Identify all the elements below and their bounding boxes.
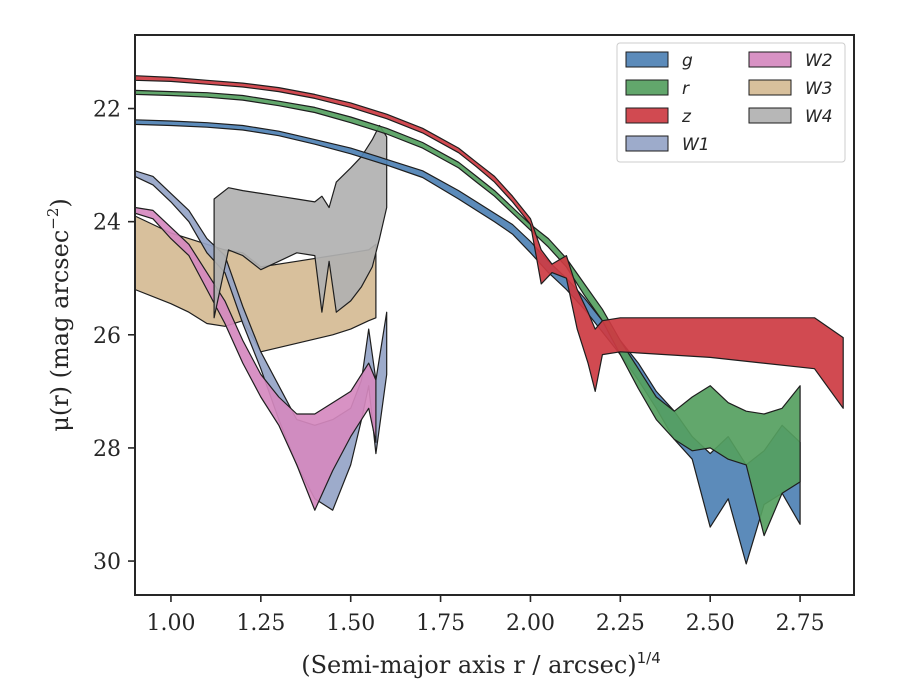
- series-areas: [135, 75, 844, 565]
- series-band-r: [135, 89, 801, 537]
- y-axis-label-close: ): [46, 198, 74, 207]
- plot-frame: [134, 34, 855, 596]
- y-axis: 22 24 26 28 30: [93, 98, 135, 575]
- series-band-g: [135, 119, 801, 565]
- legend: grz W1 W2 W3 W4: [616, 42, 846, 163]
- legend-swatch-w1: [625, 135, 669, 152]
- x-tick-label: 1.75: [416, 611, 465, 636]
- x-tick-label: 1.00: [146, 611, 195, 636]
- legend-swatch-w4: [748, 107, 792, 124]
- legend-label-w1: W1: [682, 135, 710, 155]
- legend-label-g: g: [682, 51, 693, 71]
- x-axis-label: (Semi-major axis r / arcsec)1/4: [301, 649, 661, 679]
- series-band-w2: [135, 206, 377, 511]
- legend-label-w4: W4: [805, 107, 833, 127]
- x-tick-label: 1.25: [236, 611, 285, 636]
- y-tick-label: 26: [93, 324, 121, 349]
- y-tick-label: 28: [93, 437, 121, 462]
- legend-swatch-w2: [748, 51, 792, 68]
- y-tick-label: 24: [93, 211, 121, 236]
- legend-box: [616, 42, 846, 163]
- x-axis-label-text: (Semi-major axis r / arcsec): [301, 651, 636, 679]
- series-band-z: [135, 75, 844, 409]
- legend-label-z: z: [681, 107, 692, 127]
- x-axis-label-exponent: 1/4: [637, 649, 661, 667]
- y-axis-label: μ(r) (mag arcsec−2): [44, 198, 74, 432]
- legend-label-r: r: [682, 79, 690, 99]
- y-tick-label: 22: [93, 98, 121, 123]
- legend-label-w3: W3: [805, 79, 833, 99]
- x-tick-label: 2.50: [686, 611, 735, 636]
- y-axis-label-text: μ(r) (mag arcsec: [46, 230, 74, 432]
- series-band-w4: [213, 124, 388, 319]
- x-axis: 1.00 1.25 1.50 1.75 2.00 2.25 2.50 2.75: [146, 595, 825, 636]
- legend-swatch-g: [625, 51, 669, 68]
- legend-swatch-z: [625, 107, 669, 124]
- y-tick-label: 30: [93, 550, 121, 575]
- legend-label-w2: W2: [805, 51, 833, 71]
- x-tick-label: 2.25: [596, 611, 645, 636]
- y-axis-label-exponent: −2: [44, 208, 62, 230]
- legend-swatch-w3: [748, 79, 792, 96]
- x-tick-label: 2.75: [776, 611, 825, 636]
- legend-swatch-r: [625, 79, 669, 96]
- x-tick-label: 1.50: [326, 611, 375, 636]
- x-tick-label: 2.00: [506, 611, 555, 636]
